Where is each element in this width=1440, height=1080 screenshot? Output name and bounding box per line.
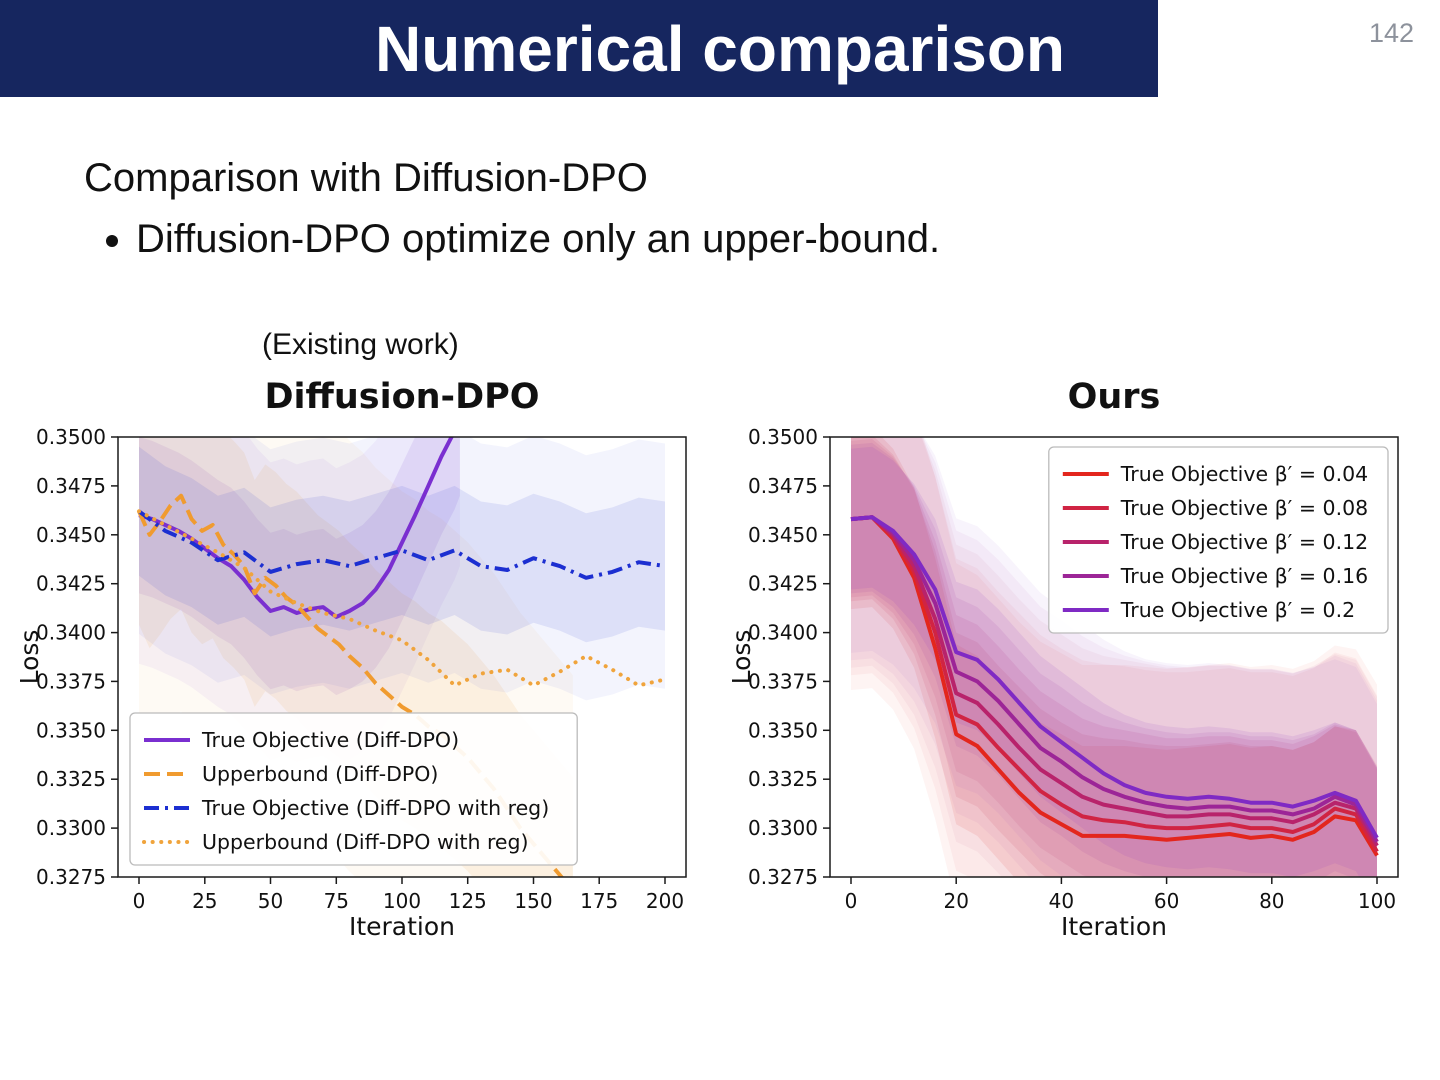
svg-text:Iteration: Iteration (1061, 912, 1167, 941)
svg-text:75: 75 (324, 889, 349, 913)
svg-text:True Objective β′ = 0.2: True Objective β′ = 0.2 (1120, 598, 1355, 622)
svg-text:0.3350: 0.3350 (748, 718, 818, 742)
bullet-list: Diffusion-DPO optimize only an upper-bou… (84, 211, 940, 268)
svg-text:50: 50 (258, 889, 283, 913)
svg-text:Upperbound (Diff-DPO with reg): Upperbound (Diff-DPO with reg) (202, 830, 529, 854)
svg-text:40: 40 (1049, 889, 1074, 913)
svg-text:100: 100 (1358, 889, 1396, 913)
svg-text:Loss: Loss (15, 630, 44, 685)
svg-text:0.3275: 0.3275 (36, 865, 106, 889)
chart-diffusion-dpo: 0 25 50 75 100 125 150 175 200 0.3275 0.3300 0.3325… (14, 362, 714, 947)
svg-text:True Objective (Diff-DPO with: True Objective (Diff-DPO with reg) (201, 796, 549, 820)
svg-text:125: 125 (449, 889, 487, 913)
svg-text:0.3300: 0.3300 (748, 816, 818, 840)
svg-text:Loss: Loss (727, 630, 756, 685)
svg-text:Ours: Ours (1068, 377, 1161, 417)
svg-text:0.3375: 0.3375 (36, 669, 106, 693)
svg-text:0.3300: 0.3300 (36, 816, 106, 840)
svg-text:0.3375: 0.3375 (748, 669, 818, 693)
page-number: 142 (1368, 18, 1414, 48)
svg-text:80: 80 (1259, 889, 1284, 913)
chart-svg: 0 25 50 75 100 125 150 175 200 0.3275 0.3300 0.3325… (15, 377, 687, 941)
svg-text:0.3350: 0.3350 (36, 718, 106, 742)
svg-text:0: 0 (845, 889, 858, 913)
chart-svg: 0 20 40 60 80 100 0.3275 0.3300 0.3325 0.3350 0.33… (727, 377, 1399, 941)
svg-text:0.3475: 0.3475 (36, 474, 106, 498)
svg-text:0.3475: 0.3475 (748, 474, 818, 498)
svg-text:60: 60 (1154, 889, 1179, 913)
svg-text:0.3400: 0.3400 (36, 621, 106, 645)
svg-text:0.3500: 0.3500 (748, 425, 818, 449)
svg-text:True Objective β′ = 0.12: True Objective β′ = 0.12 (1120, 530, 1368, 554)
body-text: Comparison with Diffusion-DPO Diffusion-… (84, 150, 940, 268)
svg-text:0.3500: 0.3500 (36, 425, 106, 449)
svg-text:0.3325: 0.3325 (36, 767, 106, 791)
bullet-item: Diffusion-DPO optimize only an upper-bou… (136, 211, 940, 268)
svg-text:175: 175 (580, 889, 618, 913)
existing-work-label: (Existing work) (262, 328, 459, 361)
svg-text:0.3450: 0.3450 (36, 523, 106, 547)
svg-text:True Objective β′ = 0.04: True Objective β′ = 0.04 (1120, 462, 1368, 486)
svg-text:200: 200 (646, 889, 684, 913)
svg-text:20: 20 (943, 889, 968, 913)
chart-ours: 0 20 40 60 80 100 0.3275 0.3300 0.3325 0.3350 0.33… (726, 362, 1426, 947)
body-line: Comparison with Diffusion-DPO (84, 156, 648, 200)
svg-text:0.3325: 0.3325 (748, 767, 818, 791)
svg-text:Iteration: Iteration (349, 912, 455, 941)
svg-text:0.3425: 0.3425 (748, 572, 818, 596)
svg-text:150: 150 (514, 889, 552, 913)
svg-text:0.3400: 0.3400 (748, 621, 818, 645)
svg-text:True Objective (Diff-DPO): True Objective (Diff-DPO) (201, 728, 459, 752)
svg-text:25: 25 (192, 889, 217, 913)
header-bar (0, 0, 1158, 97)
svg-text:0.3425: 0.3425 (36, 572, 106, 596)
svg-text:0.3450: 0.3450 (748, 523, 818, 547)
svg-text:Upperbound (Diff-DPO): Upperbound (Diff-DPO) (202, 762, 438, 786)
svg-text:0.3275: 0.3275 (748, 865, 818, 889)
svg-text:True Objective β′ = 0.08: True Objective β′ = 0.08 (1120, 496, 1368, 520)
svg-text:0: 0 (133, 889, 146, 913)
slide-title: Numerical comparison (375, 12, 1065, 85)
svg-text:100: 100 (383, 889, 421, 913)
svg-text:True Objective β′ = 0.16: True Objective β′ = 0.16 (1120, 564, 1368, 588)
svg-text:Diffusion-DPO: Diffusion-DPO (264, 377, 539, 417)
